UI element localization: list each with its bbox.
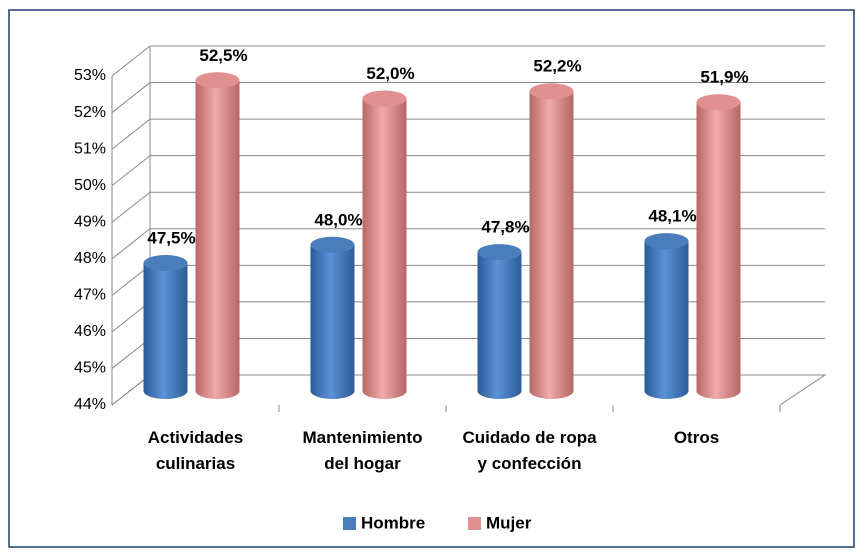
legend-swatch [343,517,356,530]
cylinder-top [644,233,689,250]
cylinder-body [696,102,741,399]
y-tick-label: 44% [74,396,106,413]
cylinder-top [195,72,240,89]
y-tick-label: 46% [74,323,106,340]
cylinder-body [195,80,240,400]
value-label: 48,1% [648,207,696,226]
bar [310,236,355,399]
x-tick-label: Mantenimiento del hogar [302,428,423,473]
x-tick-label: Actividades culinarias [147,428,244,473]
cylinder-body [143,263,188,399]
bar [195,72,240,400]
bar [644,233,689,399]
y-tick-label: 51% [74,140,106,157]
bar [143,255,188,399]
value-label: 52,2% [533,57,581,76]
value-label: 47,5% [147,229,195,248]
value-label: 52,5% [199,46,247,65]
cylinder-top [362,90,407,107]
legend-swatch [468,517,481,530]
cylinder-top [529,83,574,100]
value-label: 52,0% [366,64,414,83]
cylinder-body [644,241,689,399]
cylinder-body [362,98,407,400]
legend-label: Mujer [486,513,532,532]
cylinder-body [477,252,522,399]
grid-line [111,45,825,77]
grid-line [111,191,825,223]
cylinder-body [529,91,574,399]
y-tick-label: 45% [74,360,106,377]
value-label: 51,9% [700,68,748,87]
y-tick-label: 52% [74,104,106,121]
y-tick-label: 50% [74,177,106,194]
grid-line [111,82,825,113]
grid-line [111,228,825,260]
x-tick-label: Otros [673,428,720,447]
cylinder-top [696,94,741,111]
bar [529,83,574,399]
bar [696,94,741,399]
cylinder-body [310,244,355,399]
grid-line [111,118,825,150]
value-label: 48,0% [314,210,362,229]
cylinder-top [477,244,522,261]
bar [362,90,407,400]
y-tick-label: 49% [74,213,106,230]
value-label: 47,8% [481,218,529,237]
y-tick-label: 47% [74,287,106,304]
y-tick-label: 53% [74,67,106,84]
cylinder-top [143,255,188,272]
y-tick-label: 48% [74,250,106,267]
grid-line [111,155,825,187]
cylinder-top [310,236,355,253]
x-tick-label: Cuidado de ropa y confección [462,428,597,473]
legend-label: Hombre [361,513,425,532]
bar [477,244,522,399]
